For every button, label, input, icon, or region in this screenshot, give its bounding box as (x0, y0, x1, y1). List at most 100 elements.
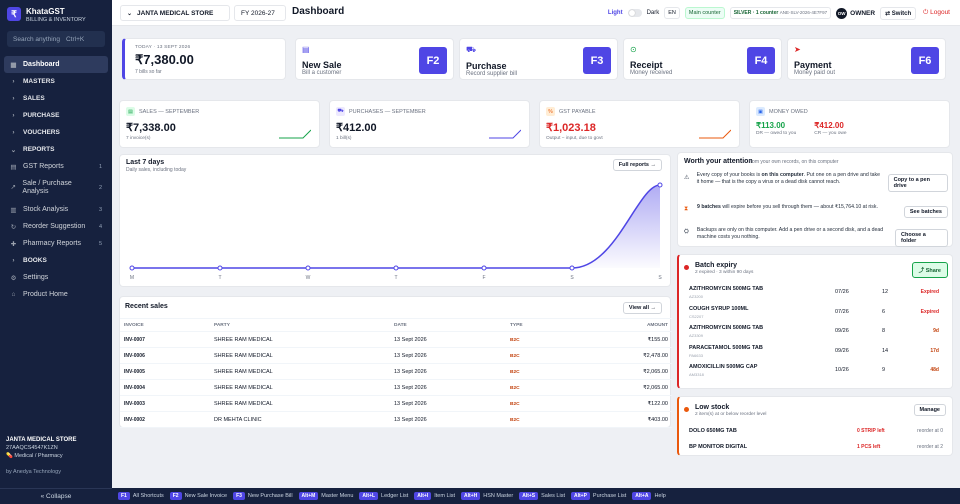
table-cell: INV-0007 (120, 331, 210, 348)
sidebar-item-sales[interactable]: › SALES (4, 90, 108, 107)
sidebar-item-purchase[interactable]: › PURCHASE (4, 107, 108, 124)
quick-action-receipt[interactable]: ⊙ Receipt Money received F4 (623, 38, 782, 80)
sidebar-item-pharmacy-reports[interactable]: ✚ Pharmacy Reports 5 (4, 235, 108, 252)
shortcut-sales-list[interactable]: Alt+S Sales List (519, 492, 565, 500)
table-row[interactable]: INV-0005 SHREE RAM MEDICAL 13 Sept 2026 B2C… (120, 363, 672, 380)
table-row[interactable]: INV-0007 SHREE RAM MEDICAL 13 Sept 2026 B2C… (120, 331, 672, 348)
switch-button[interactable]: ⇄ Switch (880, 6, 917, 20)
purchases-stat-card[interactable]: ⛟ PURCHASES — SEPTEMBER ₹412.00 1 bill(s) (329, 100, 530, 148)
search-input[interactable]: Search anything Ctrl+K (7, 31, 105, 47)
user-menu[interactable]: OW OWNER (836, 7, 875, 19)
gst-icon: % (546, 107, 555, 116)
sidebar-item-books[interactable]: › BOOKS (4, 252, 108, 269)
column-header: AMOUNT (578, 318, 672, 332)
shop-type-label: Medical / Pharmacy (14, 453, 63, 459)
shortcut-all-shortcuts[interactable]: F1 All Shortcuts (118, 492, 164, 500)
attention-action-button[interactable]: Copy to a pen drive (887, 174, 949, 192)
low-stock-subtitle: 2 item(s) at or below reorder level (695, 412, 767, 417)
chart-point[interactable] (481, 265, 487, 271)
sidebar-item-reorder-suggestion[interactable]: ↻ Reorder Suggestion 4 (4, 218, 108, 235)
shortcut-help[interactable]: Alt+A Help (632, 492, 666, 500)
brand[interactable]: ₹ KhataGST BILLING & INVENTORY (7, 7, 86, 23)
batch-qty: 14 (882, 347, 889, 354)
x-tick-label: W (306, 275, 311, 281)
sales-stat-card[interactable]: ▤ SALES — SEPTEMBER ₹7,338.00 7 invoice(s… (119, 100, 320, 148)
language-select[interactable]: EN (664, 7, 680, 19)
sidebar-item-settings[interactable]: ⚙ Settings (4, 269, 108, 286)
share-button[interactable]: ⤴ Share (911, 262, 948, 278)
shortcut-new-sale-invoice[interactable]: F2 New Sale Invoice (169, 492, 227, 500)
batch-row[interactable]: AZITHROMYCIN 500MG TAB AZ3309 09/26 8 9d (689, 323, 951, 342)
shortcut-master-menu[interactable]: Alt+M Master Menu (298, 492, 353, 500)
shortcut-new-purchase-bill[interactable]: F3 New Purchase Bill (233, 492, 293, 500)
batch-expiry-subtitle: 2 expired · 3 within 90 days (695, 270, 754, 275)
full-reports-button[interactable]: Full reports → (612, 159, 662, 171)
shortcut-purchase-list[interactable]: Alt+P Purchase List (570, 492, 626, 500)
chart-point[interactable] (217, 265, 223, 271)
chart-point[interactable] (569, 265, 575, 271)
sidebar-item-count: 1 (98, 163, 102, 170)
table-cell: SHREE RAM MEDICAL (210, 379, 390, 396)
table-row[interactable]: INV-0003 SHREE RAM MEDICAL 13 Sept 2026 B2C… (120, 395, 672, 412)
quick-action-purchase[interactable]: ⛟ Purchase Record supplier bill F3 (459, 38, 618, 80)
warning-dot-icon (684, 407, 689, 412)
table-cell: ₹2,065.00 (578, 379, 672, 396)
chevron-right-icon: › (12, 78, 15, 85)
quick-action-payment[interactable]: ➤ Payment Money paid out F6 (787, 38, 946, 80)
table-cell: SHREE RAM MEDICAL (210, 331, 390, 348)
low-stock-row[interactable]: BP MONITOR DIGITAL 1 PCS left reorder at 2 (689, 443, 949, 455)
column-header: DATE (390, 318, 506, 332)
quick-action-sub: Money paid out (794, 70, 836, 76)
sidebar-item-reports[interactable]: ⌄ REPORTS (4, 141, 108, 158)
chart-point[interactable] (393, 265, 399, 271)
sidebar-item-product-home[interactable]: ⌂ Product Home (4, 286, 108, 303)
today-sub: 7 bills so far (135, 69, 162, 75)
owed-stat-card[interactable]: ▣ MONEY OWED ₹113.00 DR — owed to you ₹412… (749, 100, 950, 148)
gst-stat-sub: Output − input, due to govt (546, 136, 603, 141)
collapse-button[interactable]: « Collapse (0, 488, 112, 504)
shop-selector[interactable]: ⌄ JANTA MEDICAL STORE (120, 5, 230, 21)
sidebar-item-vouchers[interactable]: › VOUCHERS (4, 124, 108, 141)
theme-toggle[interactable] (627, 9, 642, 17)
logout-button[interactable]: ⏻ Logout (921, 9, 952, 17)
today-value: ₹7,380.00 (135, 52, 194, 67)
batch-row[interactable]: AMOXICILLIN 500MG CAP AM3318 10/26 9 48d (689, 362, 951, 381)
table-row[interactable]: INV-0004 SHREE RAM MEDICAL 13 Sept 2026 B2C… (120, 379, 672, 396)
purchases-stat-value: ₹412.00 (336, 122, 377, 134)
view-all-button[interactable]: View all → (622, 302, 662, 314)
shortcut-key: F1 (118, 492, 130, 500)
batch-expiry-date: 09/26 (835, 328, 849, 334)
quick-action-new-sale[interactable]: ▤ New Sale Bill a customer F2 (295, 38, 454, 80)
shortcut-ledger-list[interactable]: Alt+L Ledger List (359, 492, 408, 500)
x-tick-label: T (218, 275, 221, 281)
batch-row[interactable]: COUGH SYRUP 100ML CS2207 07/26 6 Expired (689, 304, 951, 323)
manage-button[interactable]: Manage (913, 404, 946, 416)
chart-title: Last 7 days (126, 159, 165, 166)
shortcut-key-badge: F6 (911, 47, 939, 74)
attention-action-button[interactable]: Choose a folder (895, 229, 948, 247)
chart-point[interactable] (305, 265, 311, 271)
chart-point[interactable] (657, 182, 663, 188)
attention-text-bold: 9 batches (697, 204, 721, 210)
batch-row[interactable]: AZITHROMYCIN 500MG TAB AZ3200 07/26 12 Expir… (689, 284, 951, 303)
sidebar-item-masters[interactable]: › MASTERS (4, 73, 108, 90)
fy-selector[interactable]: FY 2026-27 (234, 5, 286, 21)
table-row[interactable]: INV-0002 DR MEHTA CLINIC 13 Sept 2026 B2C ₹4… (120, 411, 672, 428)
table-cell: B2C (506, 411, 578, 428)
column-header: INVOICE (120, 318, 210, 332)
shortcut-hsn-master[interactable]: Alt+H HSN Master (461, 492, 513, 500)
low-stock-row[interactable]: DOLO 650MG TAB 0 STRIP left reorder at 0 (689, 427, 949, 439)
sidebar-item-stock-analysis[interactable]: ▥ Stock Analysis 3 (4, 201, 108, 218)
table-cell: 13 Sept 2026 (390, 363, 506, 380)
shortcut-item-list[interactable]: Alt+I Item List (414, 492, 455, 500)
sidebar-item-gst-reports[interactable]: ▤ GST Reports 1 (4, 158, 108, 175)
table-row[interactable]: INV-0006 SHREE RAM MEDICAL 13 Sept 2026 B2C… (120, 347, 672, 364)
attention-action-button[interactable]: See batches (903, 206, 948, 218)
sidebar-item-dashboard[interactable]: ▦ Dashboard (4, 56, 108, 73)
sidebar-item-sale-purchase-analysis[interactable]: ↗ Sale / Purchase Analysis 2 (4, 175, 108, 201)
shortcut-key: Alt+A (632, 492, 652, 500)
batch-row[interactable]: PARACETAMOL 500MG TAB PA6633 09/26 14 17d (689, 343, 951, 362)
gst-stat-card[interactable]: % GST PAYABLE ₹1,023.18 Output − input, d… (539, 100, 740, 148)
type-badge: B2C (510, 337, 520, 343)
chart-point[interactable] (129, 265, 135, 271)
